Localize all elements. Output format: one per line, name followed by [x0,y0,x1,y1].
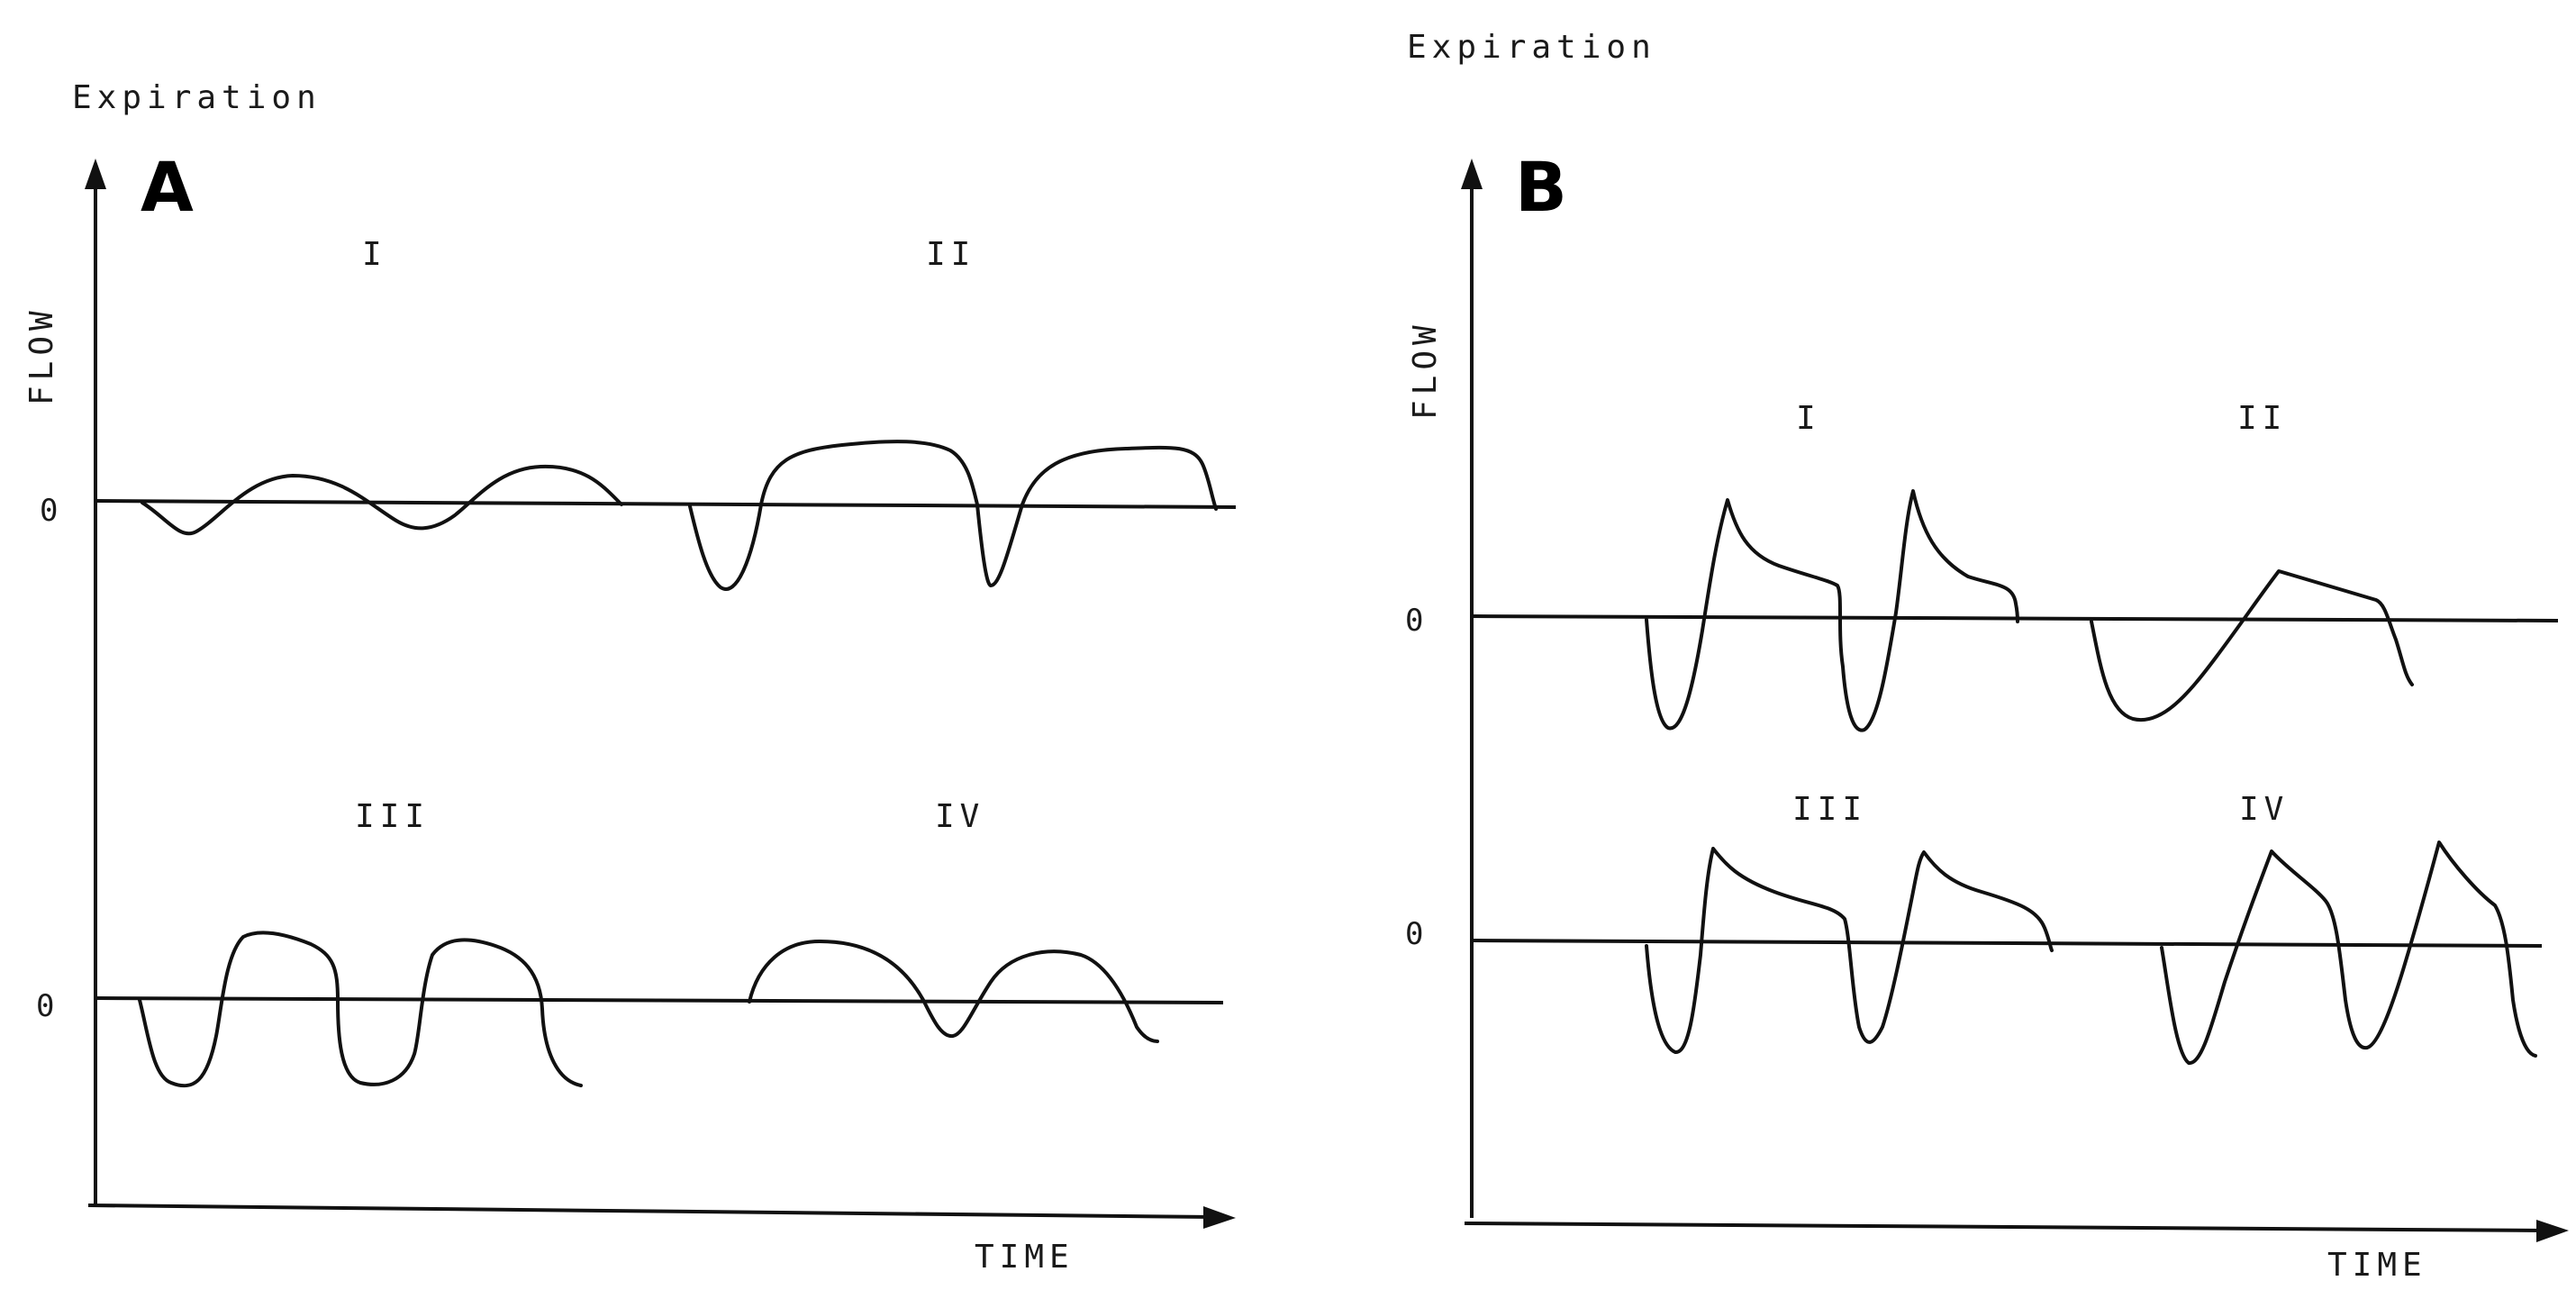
panel-a-letter: A [141,147,194,227]
panel-b-trace-label-iii: III [1792,791,1867,828]
panel-b-trace-label-iv: IV [2239,791,2289,828]
panel-b-trace-iv [2160,840,2537,1065]
panel-a-y-axis-arrow [85,159,106,189]
panel-a-flow-label: FLOW [23,305,60,405]
panel-b-trace-label-ii: II [2237,400,2287,437]
panel-b-trace-iii [1645,847,2054,1054]
panel-a-trace-iv [748,940,1159,1043]
panel-b-zero-label-upper: 0 [1405,603,1423,639]
panel-b-x-axis-arrow [2536,1220,2569,1242]
panel-a-time-label: TIME [975,1239,1075,1276]
panel-a-trace-label-ii: II [926,236,975,273]
panel-b-trace-label-i: I [1796,400,1821,437]
panel-b-flow-label: FLOW [1407,320,1444,420]
panel-a-lower-zero-line [95,996,1224,1004]
panel-a-upper-zero-line [95,499,1237,509]
panel-a-zero-label-lower: 0 [36,988,54,1024]
panel-a-trace-i [141,464,623,536]
panel-b-expiration-label: Expiration [1407,29,1656,66]
panel-b-letter: B [1515,147,1567,227]
panel-a-zero-label-upper: 0 [40,493,58,529]
panel-b-x-axis [1464,1222,2546,1232]
panel-a-trace-iii [138,931,583,1088]
panel-a-trace-label-iii: III [355,798,430,835]
panel-a-x-axis-arrow [1203,1206,1236,1229]
panel-a: Expiration A FLOW TIME 0 0 I II III IV [23,79,1237,1276]
panel-b-y-axis-arrow [1461,159,1483,189]
panel-b-lower-zero-line [1471,939,2543,948]
panel-b: Expiration B FLOW TIME 0 0 I II III IV [1405,29,2569,1284]
panel-b-trace-i [1645,489,2019,732]
panel-b-time-label: TIME [2327,1247,2427,1284]
panel-a-trace-label-i: I [362,236,387,273]
panel-b-zero-label-lower: 0 [1405,916,1423,952]
panel-a-trace-ii [688,440,1218,591]
panel-b-trace-ii [2090,569,2414,722]
panel-b-upper-zero-line [1471,614,2559,622]
panel-a-expiration-label: Expiration [72,79,322,116]
panel-a-x-axis [87,1204,1213,1219]
panel-a-trace-label-iv: IV [935,798,984,835]
